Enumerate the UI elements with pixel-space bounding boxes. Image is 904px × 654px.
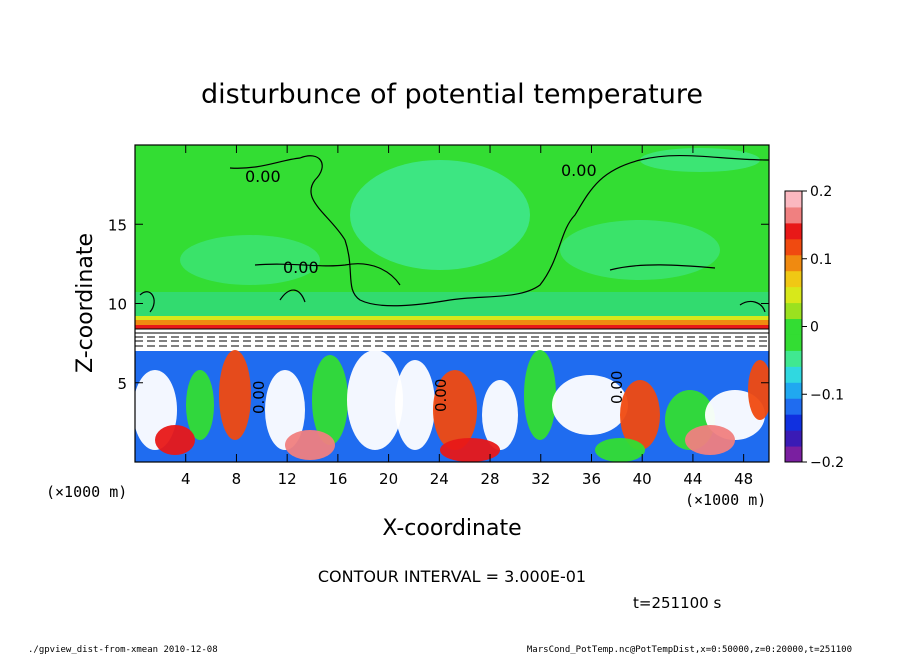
x-tick-label: 12 [278,470,297,488]
convective-cell [265,370,305,450]
convective-cell [186,370,214,440]
convective-cell [595,438,645,462]
convective-cell [285,430,335,460]
convective-cell [312,355,348,445]
colorbar-segment [785,350,802,367]
inversion-band-orange [135,320,769,325]
convective-cell [482,380,518,450]
convective-cell [552,375,628,435]
field-patch [640,148,760,172]
x-tick-label: 44 [683,470,702,488]
y-axis-ticks: 5 10 15 [108,216,769,393]
colorbar-segment [785,302,802,320]
colorbar-segment [785,398,802,415]
x-tick-label: 40 [633,470,652,488]
contour-label: 0.00 [245,167,281,186]
colorbar-segment [785,254,802,272]
contour-label: 0.00 [608,371,626,404]
field-patch [560,220,720,280]
x-tick-label: 36 [582,470,601,488]
colorbar-segment [785,382,802,399]
x-tick-label: 28 [480,470,499,488]
contour-label: 0.00 [283,258,319,277]
x-unit-right: (×1000 m) [685,491,766,509]
field-patch [350,160,530,270]
contour-labels: 0.00 0.00 0.00 0.00 0.00 0.00 [245,161,626,414]
colorbar [785,191,802,463]
time-label: t=251100 s [633,594,721,612]
colorbar-segment [785,430,802,447]
x-tick-label: 32 [531,470,550,488]
convective-cell [219,350,251,440]
convective-cells [135,350,769,462]
convective-cell [440,438,500,462]
x-tick-label: 48 [734,470,753,488]
x-tick-label: 20 [379,470,398,488]
colorbar-tick-label: −0.1 [810,387,844,403]
colorbar-segment [785,206,802,224]
colorbar-segment [785,238,802,256]
upper-contours [139,154,769,313]
x-axis-label: X-coordinate [382,516,521,541]
colorbar-tick-label: −0.2 [810,455,844,471]
convective-cell [620,380,660,450]
contour-label: 0.00 [561,161,597,180]
field-band [135,292,769,316]
colorbar-segment [785,446,802,463]
contour-label: 0.00 [250,381,268,414]
convective-cell [748,360,769,420]
x-unit-left: (×1000 m) [46,483,127,501]
y-tick-label: 15 [108,216,127,234]
convective-cell [347,350,403,450]
colorbar-segment [785,222,802,240]
convective-cell [155,425,195,455]
x-tick-label: 8 [232,470,242,488]
y-tick-label: 5 [117,375,127,393]
colorbar-segment [785,334,802,351]
x-tick-label: 4 [181,470,191,488]
convective-cell [685,425,735,455]
colorbar-ticks: 0.2 0.1 0 −0.1 −0.2 [802,184,844,471]
footer-right: MarsCond_PotTemp.nc@PotTempDist,x=0:5000… [527,645,852,654]
y-axis-label: Z-coordinate [73,233,98,373]
y-tick-label: 10 [108,296,127,314]
inversion-band-yellow [135,316,769,320]
footer-left: ./gpview_dist-from-xmean 2010-12-08 [28,645,218,654]
chart-title: disturbunce of potential temperature [201,79,703,110]
contour-label: 0.00 [432,379,450,412]
colorbar-tick-label: 0 [810,320,819,336]
inversion-band-white [135,329,769,351]
colorbar-segment [785,286,802,304]
colorbar-segment [785,366,802,383]
colorbar-segment [785,414,802,431]
inversion-band-red [135,325,769,329]
convective-cell [524,350,556,440]
field-patch [180,235,320,285]
colorbar-tick-label: 0.2 [810,184,832,200]
contour-interval: CONTOUR INTERVAL = 3.000E-01 [318,567,586,586]
x-tick-label: 24 [430,470,449,488]
colorbar-tick-label: 0.1 [810,252,832,268]
x-tick-label: 16 [328,470,347,488]
plot-area: 0.00 0.00 0.00 0.00 0.00 0.00 [135,145,769,462]
colorbar-segment [785,191,802,208]
colorbar-segment [785,270,802,288]
stable-layer-contours [135,328,769,347]
convective-cell [433,370,477,450]
x-axis-ticks: 4 8 12 16 20 24 28 32 36 40 44 48 [181,145,753,488]
colorbar-segment [785,318,802,335]
convective-cell [395,360,435,450]
